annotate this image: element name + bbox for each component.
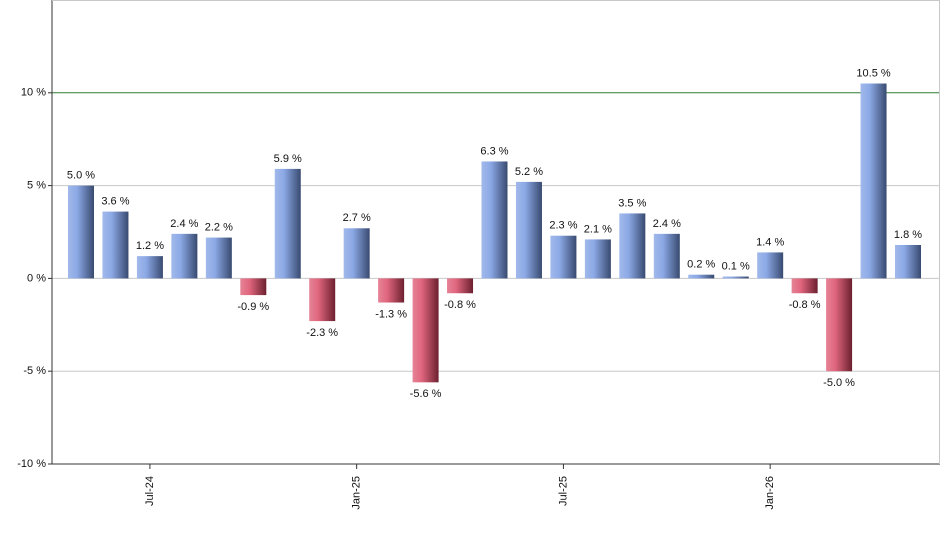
- bar: [688, 274, 715, 279]
- bar: [791, 278, 818, 294]
- value-label: 6.3 %: [480, 145, 508, 157]
- value-label: -2.3 %: [306, 327, 338, 339]
- x-tick-label: Jul-24: [144, 476, 156, 506]
- y-tick-label: 0 %: [27, 272, 46, 284]
- value-label: 1.4 %: [756, 236, 784, 248]
- value-label: 5.2 %: [515, 166, 543, 178]
- bar: [378, 278, 405, 303]
- value-label: -0.9 %: [237, 301, 269, 313]
- value-label: 2.7 %: [343, 212, 371, 224]
- value-label: 0.2 %: [687, 259, 715, 271]
- value-label: 2.4 %: [170, 218, 198, 230]
- bar: [584, 239, 611, 279]
- value-label: 0.1 %: [722, 260, 750, 272]
- value-label: -0.8 %: [789, 299, 821, 311]
- x-tick-label: Jan-25: [351, 476, 363, 510]
- value-label: 3.6 %: [101, 195, 129, 207]
- bar: [895, 244, 921, 279]
- value-label: -5.0 %: [823, 377, 855, 389]
- bar: [515, 181, 542, 279]
- value-label: -5.6 %: [410, 388, 442, 400]
- bar: [240, 278, 267, 296]
- value-label: 10.5 %: [856, 67, 890, 79]
- value-label: -1.3 %: [375, 308, 407, 320]
- y-tick-label: -5 %: [23, 365, 46, 377]
- bar: [860, 83, 887, 279]
- bar: [68, 185, 94, 279]
- x-tick-label: Jan-26: [764, 476, 776, 510]
- value-label: 5.0 %: [67, 170, 95, 182]
- y-tick-label: -10 %: [17, 458, 46, 470]
- value-label: 5.9 %: [274, 153, 302, 165]
- bar: [757, 252, 784, 279]
- y-tick-label: 10 %: [21, 87, 46, 99]
- bar: [136, 256, 163, 279]
- bar: [412, 278, 439, 383]
- x-tick-label: Jul-25: [557, 476, 569, 506]
- bar: [171, 233, 198, 279]
- bar: [550, 235, 577, 279]
- value-label: 2.4 %: [653, 218, 681, 230]
- value-label: 1.8 %: [894, 229, 922, 241]
- bar: [653, 233, 680, 279]
- bar: [274, 168, 301, 279]
- bar: [102, 211, 129, 279]
- value-label: 3.5 %: [618, 197, 646, 209]
- value-label: 2.1 %: [584, 223, 612, 235]
- y-tick-label: 5 %: [27, 180, 46, 192]
- value-label: -0.8 %: [444, 299, 476, 311]
- value-label: 1.2 %: [136, 240, 164, 252]
- bar: [619, 213, 646, 279]
- value-label: 2.2 %: [205, 221, 233, 233]
- bar: [447, 278, 474, 294]
- value-label: 2.3 %: [549, 220, 577, 232]
- bar: [205, 237, 232, 279]
- bar: [722, 276, 749, 279]
- bar: [481, 161, 508, 279]
- bar: [826, 278, 853, 372]
- bar: [309, 278, 336, 322]
- bar: [343, 228, 370, 279]
